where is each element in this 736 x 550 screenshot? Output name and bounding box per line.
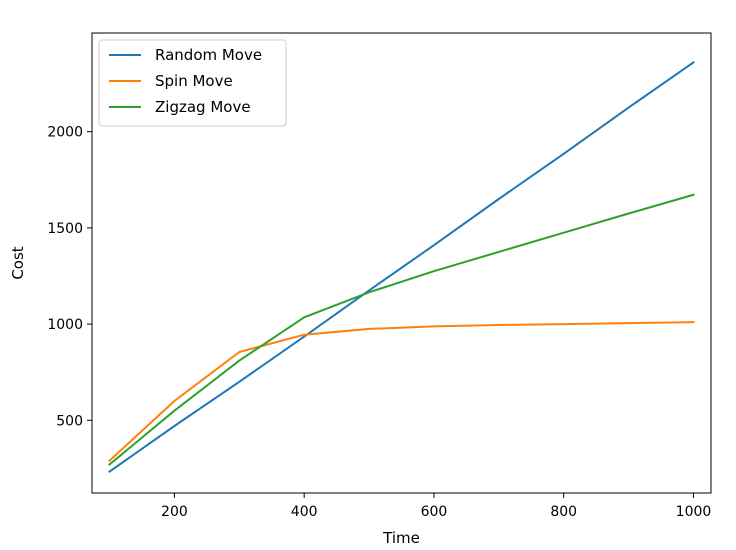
y-tick-label: 500 [56,413,83,429]
x-axis-label: Time [382,529,420,547]
series-line-random-move [108,61,695,473]
series-lines [108,61,695,473]
x-tick-label: 200 [161,504,188,520]
x-tick-label: 1000 [676,504,712,520]
y-tick-label: 1000 [47,317,83,333]
y-axis: 500 1000 1500 2000 [47,125,92,429]
legend-label-random-move: Random Move [155,46,262,64]
x-tick-label: 400 [291,504,318,520]
legend: Random Move Spin Move Zigzag Move [98,39,287,127]
axes-frame [91,32,712,494]
x-axis: 200 400 600 800 1000 [161,493,711,520]
legend-box [98,39,287,127]
x-tick-label: 800 [550,504,577,520]
legend-label-spin-move: Spin Move [155,72,233,90]
y-tick-label: 1500 [47,221,83,237]
y-tick-label: 2000 [47,125,83,141]
series-line-spin-move [108,321,695,463]
x-tick-label: 600 [421,504,448,520]
series-line-zigzag-move [108,193,695,466]
y-axis-label: Cost [9,246,27,279]
legend-label-zigzag-move: Zigzag Move [155,98,251,116]
